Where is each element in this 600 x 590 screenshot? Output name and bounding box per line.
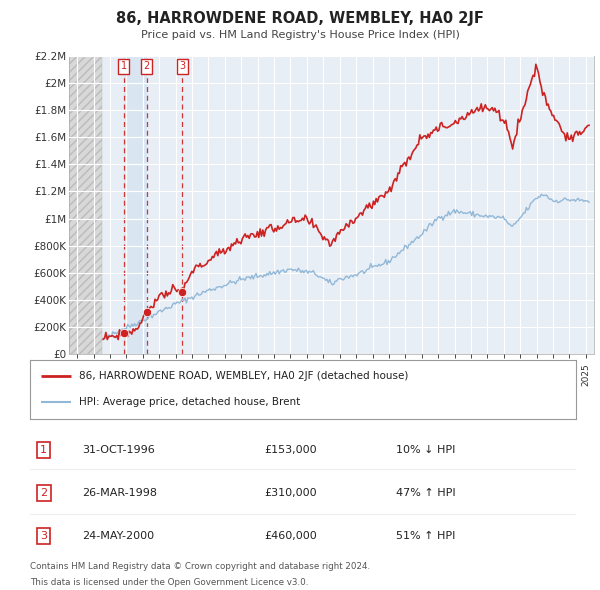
Text: 31-OCT-1996: 31-OCT-1996 bbox=[82, 445, 155, 455]
Text: 3: 3 bbox=[179, 61, 185, 71]
Text: This data is licensed under the Open Government Licence v3.0.: This data is licensed under the Open Gov… bbox=[30, 578, 308, 586]
Text: 86, HARROWDENE ROAD, WEMBLEY, HA0 2JF (detached house): 86, HARROWDENE ROAD, WEMBLEY, HA0 2JF (d… bbox=[79, 371, 409, 381]
Text: 3: 3 bbox=[40, 531, 47, 541]
Text: HPI: Average price, detached house, Brent: HPI: Average price, detached house, Bren… bbox=[79, 398, 301, 407]
Text: 2: 2 bbox=[40, 488, 47, 498]
Bar bbox=[69, 56, 102, 354]
Text: £460,000: £460,000 bbox=[265, 531, 317, 541]
Text: 1: 1 bbox=[121, 61, 127, 71]
Text: £310,000: £310,000 bbox=[265, 488, 317, 498]
Bar bbox=[124, 56, 146, 354]
Text: £153,000: £153,000 bbox=[265, 445, 317, 455]
Text: 26-MAR-1998: 26-MAR-1998 bbox=[82, 488, 157, 498]
Bar bbox=[69, 56, 102, 354]
Text: Contains HM Land Registry data © Crown copyright and database right 2024.: Contains HM Land Registry data © Crown c… bbox=[30, 562, 370, 571]
Text: Price paid vs. HM Land Registry's House Price Index (HPI): Price paid vs. HM Land Registry's House … bbox=[140, 31, 460, 40]
Text: 2: 2 bbox=[143, 61, 150, 71]
Text: 10% ↓ HPI: 10% ↓ HPI bbox=[396, 445, 455, 455]
Text: 51% ↑ HPI: 51% ↑ HPI bbox=[396, 531, 455, 541]
Text: 24-MAY-2000: 24-MAY-2000 bbox=[82, 531, 154, 541]
Text: 1: 1 bbox=[40, 445, 47, 455]
Text: 86, HARROWDENE ROAD, WEMBLEY, HA0 2JF: 86, HARROWDENE ROAD, WEMBLEY, HA0 2JF bbox=[116, 11, 484, 27]
Text: 47% ↑ HPI: 47% ↑ HPI bbox=[396, 488, 455, 498]
